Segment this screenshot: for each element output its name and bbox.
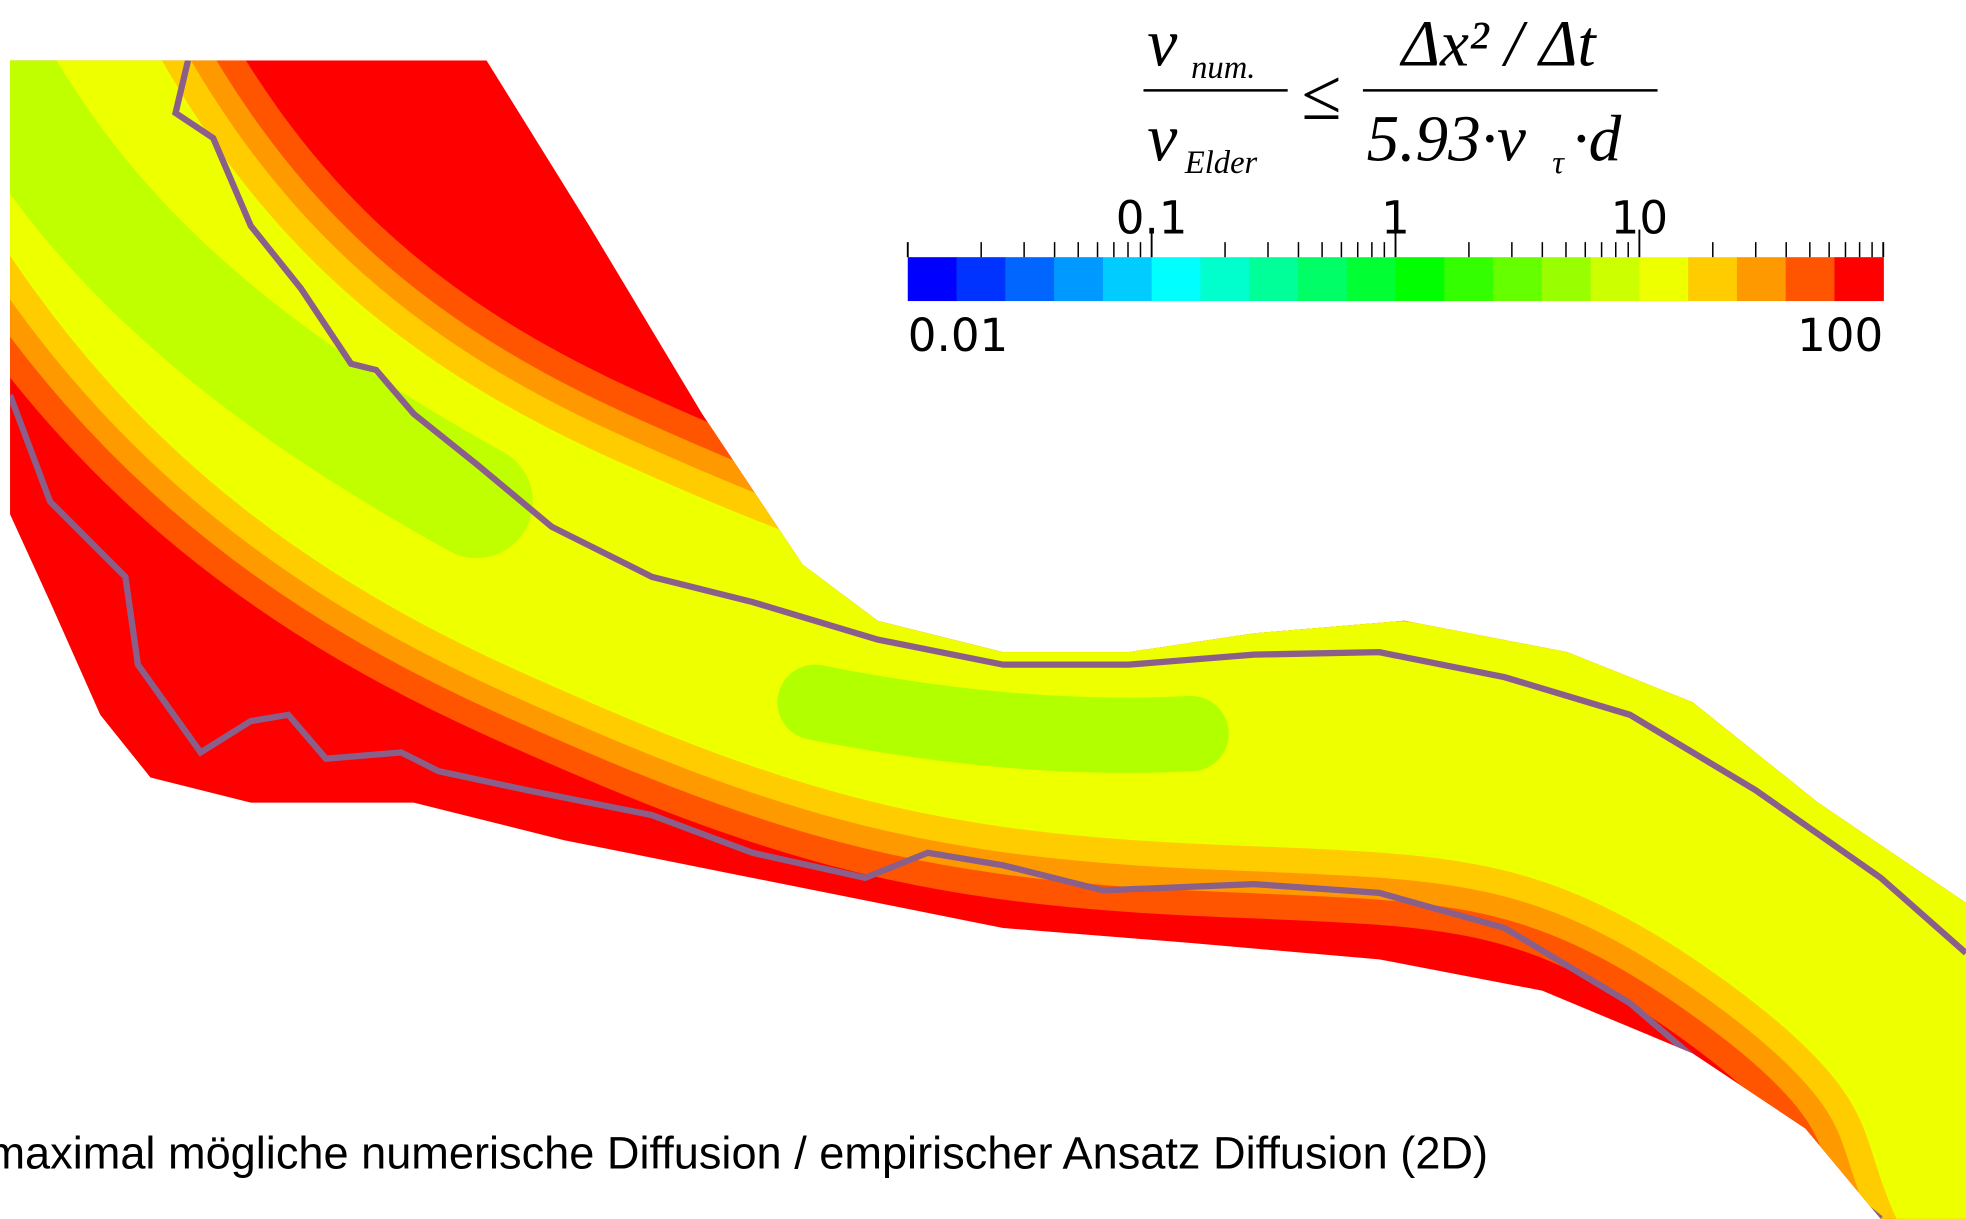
color-band — [1736, 257, 1787, 302]
color-band — [1151, 257, 1202, 302]
color-band — [1688, 257, 1738, 302]
colorbar: 0.1 1 10 0.01 100 — [906, 191, 1885, 362]
color-band — [907, 257, 958, 302]
caption: maximal mögliche numerische Diffusion / … — [0, 1128, 1488, 1179]
color-band — [1297, 257, 1348, 302]
formula-term: ν — [1147, 5, 1178, 80]
color-band — [1346, 257, 1397, 302]
color-band — [1249, 257, 1299, 302]
color-band — [1200, 257, 1250, 302]
tick-label: 100 — [1797, 309, 1883, 362]
color-band — [1493, 257, 1543, 302]
formula-numerator: Δx² / Δt — [1399, 8, 1598, 80]
color-band — [1395, 257, 1445, 302]
color-band — [956, 257, 1006, 302]
color-band — [1785, 257, 1836, 302]
formula-subscript: Elder — [1184, 145, 1258, 181]
color-band — [1054, 257, 1104, 302]
formula-subscript: num. — [1191, 50, 1255, 86]
formula-term: ν — [1147, 101, 1178, 176]
color-band — [1541, 257, 1592, 302]
color-band — [1444, 257, 1494, 302]
tick-label: 0.1 — [1116, 191, 1188, 244]
color-band — [1102, 257, 1153, 302]
color-band — [1639, 257, 1689, 302]
tick-label: 1 — [1381, 191, 1410, 244]
formula-denominator: ·d — [1572, 104, 1621, 176]
tick-label: 10 — [1611, 191, 1668, 244]
formula-denominator: 5.93·ν — [1367, 104, 1526, 176]
color-band — [1005, 257, 1055, 302]
tick-label: 0.01 — [908, 309, 1008, 362]
formula: ν num. ν Elder ≤ Δx² / Δt 5.93·ν τ ·d — [1143, 5, 1658, 181]
formula-subscript: τ — [1552, 145, 1565, 181]
color-band — [1590, 257, 1641, 302]
color-band — [1834, 257, 1884, 302]
formula-relation: ≤ — [1301, 54, 1341, 135]
